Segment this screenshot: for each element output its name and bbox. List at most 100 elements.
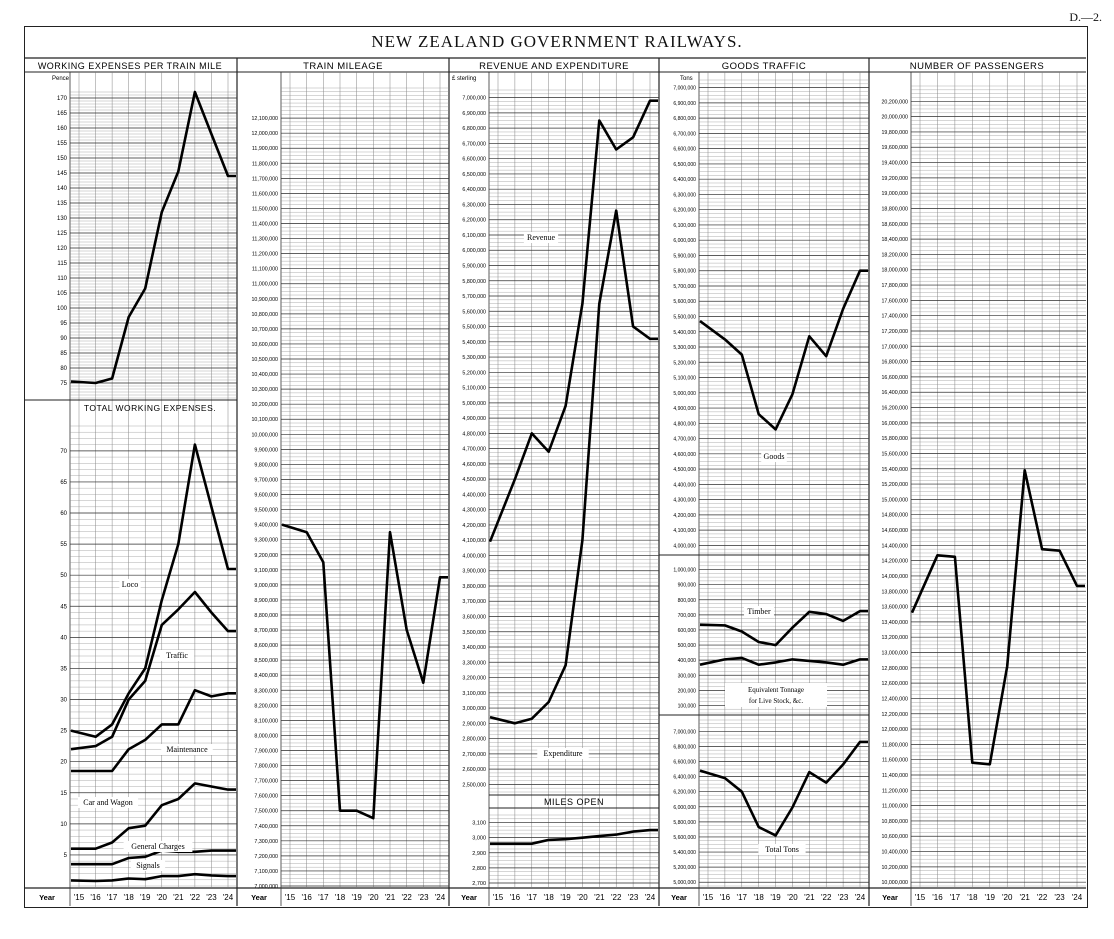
year-tick-label: '24 [645, 893, 656, 902]
y-tick-label: 5,900,000 [462, 264, 486, 270]
y-tick-label: 50 [60, 573, 67, 579]
year-tick-label: '24 [435, 893, 446, 902]
y-tick-label: 13,200,000 [881, 635, 908, 641]
y-tick-label: 13,400,000 [881, 620, 908, 626]
year-tick-label: '15 [493, 893, 504, 902]
y-tick-label: 135 [57, 201, 68, 207]
y-tick-label: 17,000,000 [881, 344, 908, 350]
series-line [71, 688, 236, 773]
series-line [70, 590, 236, 751]
year-tick-label: '22 [611, 893, 622, 902]
series-line [488, 99, 658, 543]
y-tick-label: 11,400,000 [252, 222, 278, 228]
series-line [699, 609, 868, 647]
chart-frame [24, 26, 1088, 908]
y-tick-label: 6,200,000 [673, 208, 696, 214]
year-tick-label: '16 [932, 893, 943, 902]
year-axis-label: Year [461, 893, 477, 902]
series-label: Expenditure [543, 749, 583, 758]
y-tick-label: 3,500,000 [462, 630, 486, 636]
y-tick-label: 7,000,000 [254, 884, 278, 890]
y-tick-label: 7,900,000 [254, 748, 278, 754]
y-tick-label: 3,100,000 [462, 691, 486, 697]
y-tick-label: 3,800,000 [462, 584, 486, 590]
y-tick-label: 15,600,000 [881, 451, 908, 457]
y-tick-label: 5,800,000 [673, 269, 696, 275]
y-tick-label: 6,100,000 [462, 233, 486, 239]
year-tick-label: '20 [157, 893, 168, 902]
y-tick-label: 11,000,000 [252, 282, 278, 288]
year-tick-label: '15 [285, 893, 296, 902]
label-background [130, 860, 166, 871]
y-tick-label: 500,000 [678, 643, 697, 649]
y-tick-label: 14,800,000 [881, 513, 908, 519]
year-tick-label: '19 [140, 893, 151, 902]
y-tick-label: 19,600,000 [881, 145, 908, 151]
y-tick-label: 2,700,000 [462, 752, 486, 758]
year-tick-label: '20 [1002, 893, 1013, 902]
chart-title: WORKING EXPENSES PER TRAIN MILE [38, 61, 222, 71]
year-tick-label: '24 [1072, 893, 1083, 902]
y-tick-label: 13,000,000 [881, 651, 908, 657]
y-tick-label: 3,600,000 [462, 615, 486, 621]
y-tick-label: 5,700,000 [462, 294, 486, 300]
chart-title: TOTAL WORKING EXPENSES. [84, 403, 216, 413]
y-tick-label: 5,900,000 [673, 253, 696, 259]
y-tick-label: 80 [60, 366, 67, 372]
y-tick-label: 6,300,000 [462, 202, 486, 208]
label-background [161, 744, 213, 755]
y-tick-label: 6,600,000 [673, 147, 696, 153]
y-tick-label: 9,700,000 [254, 477, 278, 483]
year-tick-label: '18 [123, 893, 134, 902]
y-tick-label: 55 [60, 542, 67, 548]
label-background [537, 748, 589, 759]
y-tick-label: 11,800,000 [882, 742, 908, 748]
y-tick-label: 16,200,000 [881, 406, 908, 412]
y-tick-label: 2,600,000 [462, 767, 486, 773]
y-tick-label: 85 [60, 351, 67, 357]
y-tick-label: 8,200,000 [254, 703, 278, 709]
year-tick-label: '20 [368, 893, 379, 902]
y-tick-label: 6,400,000 [673, 177, 696, 183]
y-tick-label: 8,300,000 [254, 688, 278, 694]
year-tick-label: '21 [1019, 893, 1030, 902]
y-tick-label: 8,600,000 [254, 643, 278, 649]
y-tick-label: 9,500,000 [254, 508, 278, 514]
unit-label: Tons [680, 76, 693, 82]
y-tick-label: 5,200,000 [673, 360, 696, 366]
y-tick-label: 6,200,000 [673, 790, 696, 796]
y-tick-label: 4,500,000 [462, 477, 486, 483]
y-tick-label: 15 [60, 791, 67, 797]
y-tick-label: 11,600,000 [882, 758, 908, 764]
y-tick-label: 11,200,000 [882, 788, 908, 794]
series-label: Loco [122, 580, 138, 589]
y-tick-label: 2,900 [472, 851, 486, 857]
document-reference: D.—2. [1069, 10, 1102, 24]
y-tick-label: 15,400,000 [881, 467, 908, 473]
y-tick-label: 11,100,000 [252, 267, 278, 273]
y-tick-label: 4,100,000 [462, 538, 486, 544]
year-tick-label: '15 [915, 893, 926, 902]
series-line [699, 740, 868, 837]
year-tick-label: '20 [787, 893, 798, 902]
y-tick-label: 7,400,000 [254, 824, 278, 830]
y-tick-label: 16,400,000 [881, 390, 908, 396]
y-tick-label: 165 [57, 111, 68, 117]
y-tick-label: 105 [57, 291, 68, 297]
y-tick-label: 10,200,000 [881, 865, 908, 871]
series-line [70, 90, 236, 385]
y-tick-label: 3,000 [472, 836, 486, 842]
y-tick-label: 15,000,000 [881, 497, 908, 503]
y-tick-label: 45 [60, 604, 67, 610]
series-line [490, 828, 658, 846]
y-tick-label: 90 [60, 336, 67, 342]
label-background [159, 650, 195, 661]
y-tick-label: 19,400,000 [881, 161, 908, 167]
y-tick-label: 15,800,000 [881, 436, 908, 442]
year-tick-label: '16 [301, 893, 312, 902]
year-tick-label: '18 [753, 893, 764, 902]
year-tick-label: '16 [510, 893, 521, 902]
y-tick-label: 100,000 [678, 703, 697, 709]
y-tick-label: 11,800,000 [252, 161, 278, 167]
